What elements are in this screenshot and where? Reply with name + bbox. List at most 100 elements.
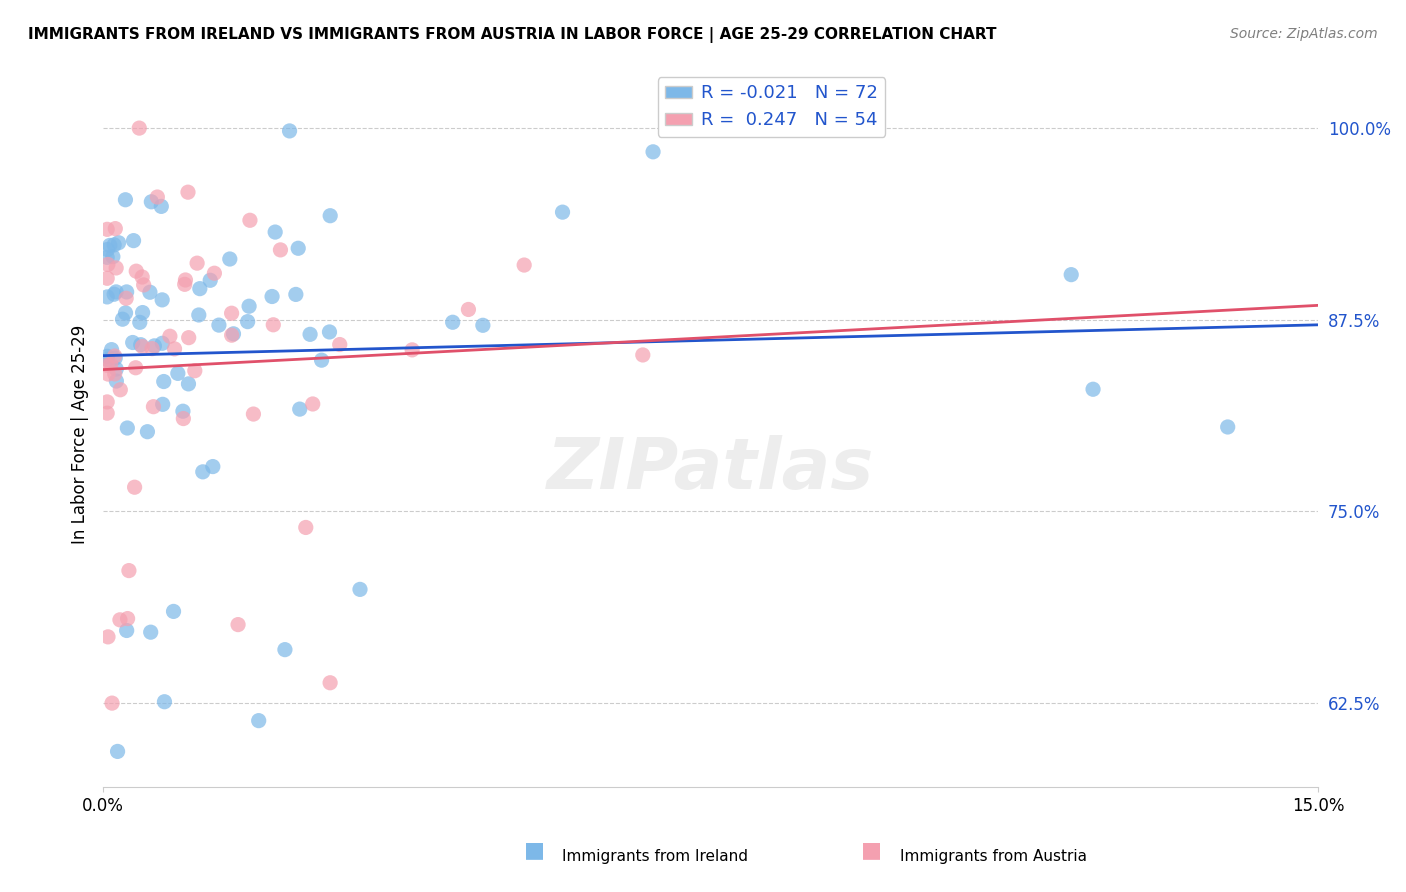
Immigrants from Ireland <box>152 375 174 389</box>
Immigrants from Ireland <box>238 299 260 313</box>
Immigrants from Ireland <box>96 290 118 304</box>
Immigrants from Ireland <box>1081 382 1104 396</box>
Immigrants from Ireland <box>551 205 574 219</box>
Immigrants from Austria <box>184 364 207 378</box>
Immigrants from Austria <box>631 348 654 362</box>
Immigrants from Austria <box>131 340 153 354</box>
Immigrants from Ireland <box>96 251 118 265</box>
Immigrants from Ireland <box>107 744 129 758</box>
Immigrants from Austria <box>110 383 132 397</box>
Immigrants from Ireland <box>121 335 143 350</box>
Immigrants from Ireland <box>222 326 245 341</box>
Immigrants from Ireland <box>311 353 333 368</box>
Text: Immigrants from Ireland: Immigrants from Ireland <box>562 849 748 863</box>
Immigrants from Ireland <box>115 285 138 299</box>
Text: IMMIGRANTS FROM IRELAND VS IMMIGRANTS FROM AUSTRIA IN LABOR FORCE | AGE 25-29 CO: IMMIGRANTS FROM IRELAND VS IMMIGRANTS FR… <box>28 27 997 43</box>
Immigrants from Austria <box>177 185 200 199</box>
Immigrants from Austria <box>124 480 146 494</box>
Immigrants from Austria <box>124 360 146 375</box>
Immigrants from Ireland <box>114 193 136 207</box>
Immigrants from Austria <box>457 302 479 317</box>
Immigrants from Austria <box>401 343 423 357</box>
Immigrants from Ireland <box>117 421 139 435</box>
Immigrants from Austria <box>242 407 264 421</box>
Immigrants from Ireland <box>128 315 150 329</box>
Immigrants from Ireland <box>136 425 159 439</box>
Immigrants from Ireland <box>441 315 464 329</box>
Immigrants from Ireland <box>247 714 270 728</box>
Immigrants from Austria <box>101 696 124 710</box>
Immigrants from Ireland <box>98 238 121 252</box>
Immigrants from Ireland <box>150 293 173 307</box>
Text: Immigrants from Austria: Immigrants from Austria <box>900 849 1087 863</box>
Immigrants from Ireland <box>115 624 138 638</box>
Immigrants from Ireland <box>129 337 152 351</box>
Immigrants from Ireland <box>100 343 122 357</box>
Immigrants from Austria <box>142 400 165 414</box>
Immigrants from Austria <box>100 357 122 371</box>
Text: ■: ■ <box>524 840 544 860</box>
Immigrants from Austria <box>128 121 150 136</box>
Immigrants from Ireland <box>166 367 188 381</box>
Immigrants from Austria <box>97 367 120 381</box>
Immigrants from Ireland <box>101 250 124 264</box>
Immigrants from Ireland <box>111 312 134 326</box>
Immigrants from Austria <box>329 337 352 351</box>
Immigrants from Ireland <box>641 145 664 159</box>
Immigrants from Austria <box>96 406 118 420</box>
Immigrants from Ireland <box>150 336 173 351</box>
Immigrants from Ireland <box>96 243 118 257</box>
Immigrants from Ireland <box>208 318 231 332</box>
Immigrants from Ireland <box>162 604 184 618</box>
Immigrants from Ireland <box>139 285 162 300</box>
Immigrants from Ireland <box>318 325 340 339</box>
Immigrants from Austria <box>96 395 118 409</box>
Immigrants from Ireland <box>201 459 224 474</box>
Immigrants from Austria <box>269 243 291 257</box>
Immigrants from Ireland <box>274 642 297 657</box>
Immigrants from Ireland <box>143 339 166 353</box>
Immigrants from Ireland <box>236 315 259 329</box>
Immigrants from Austria <box>221 306 243 320</box>
Immigrants from Ireland <box>287 241 309 255</box>
Immigrants from Ireland <box>172 404 194 418</box>
Immigrants from Austria <box>132 277 155 292</box>
Immigrants from Austria <box>159 329 181 343</box>
Immigrants from Ireland <box>152 397 174 411</box>
Immigrants from Austria <box>301 397 323 411</box>
Immigrants from Ireland <box>104 351 127 365</box>
Immigrants from Ireland <box>139 625 162 640</box>
Immigrants from Ireland <box>96 352 118 367</box>
Immigrants from Austria <box>174 273 197 287</box>
Immigrants from Austria <box>118 564 141 578</box>
Immigrants from Ireland <box>103 287 125 301</box>
Immigrants from Ireland <box>187 308 209 322</box>
Immigrants from Ireland <box>471 318 494 333</box>
Immigrants from Ireland <box>319 209 342 223</box>
Immigrants from Austria <box>173 277 195 292</box>
Immigrants from Austria <box>186 256 208 270</box>
Immigrants from Austria <box>262 318 284 332</box>
Text: ZIPatlas: ZIPatlas <box>547 435 875 504</box>
Immigrants from Austria <box>115 291 138 305</box>
Immigrants from Ireland <box>349 582 371 597</box>
Immigrants from Austria <box>125 264 148 278</box>
Immigrants from Ireland <box>122 234 145 248</box>
Immigrants from Ireland <box>262 289 284 303</box>
Immigrants from Ireland <box>107 235 129 250</box>
Immigrants from Austria <box>104 221 127 235</box>
Immigrants from Austria <box>221 328 243 343</box>
Immigrants from Austria <box>117 611 139 625</box>
Text: ■: ■ <box>862 840 882 860</box>
Immigrants from Ireland <box>191 465 214 479</box>
Immigrants from Ireland <box>278 124 301 138</box>
Immigrants from Ireland <box>1216 420 1239 434</box>
Immigrants from Austria <box>96 359 118 373</box>
Immigrants from Ireland <box>299 327 322 342</box>
Immigrants from Ireland <box>288 402 311 417</box>
Immigrants from Austria <box>163 342 186 356</box>
Immigrants from Ireland <box>188 282 211 296</box>
Immigrants from Ireland <box>131 305 153 319</box>
Immigrants from Austria <box>96 222 118 236</box>
Immigrants from Austria <box>226 617 249 632</box>
